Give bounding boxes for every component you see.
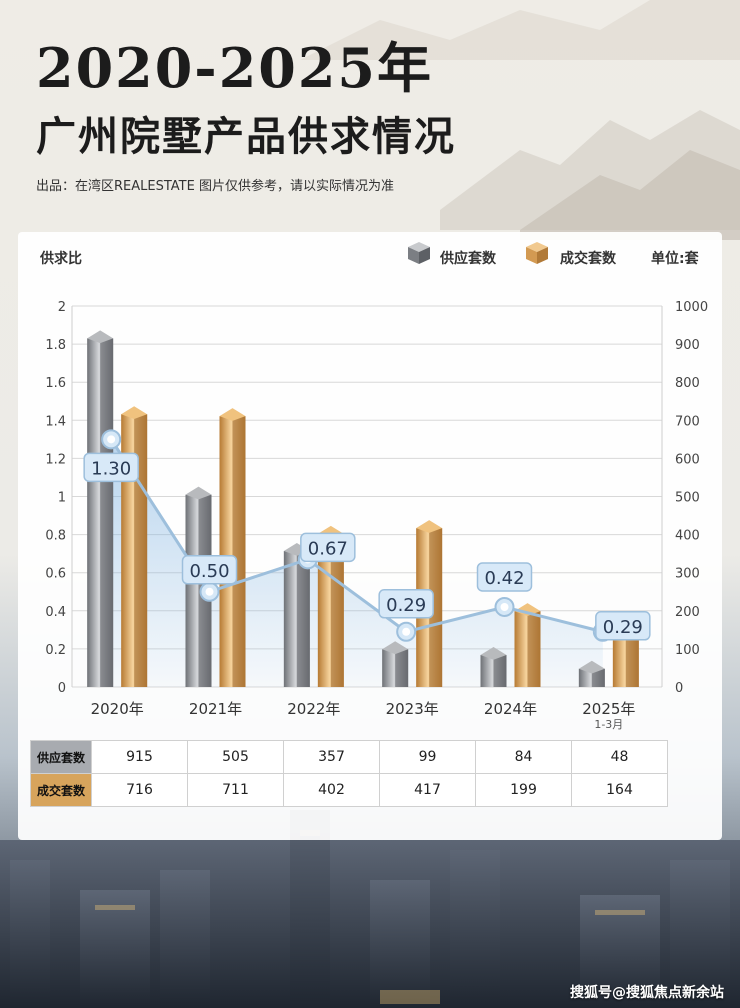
page-title: 2020-2025年 — [36, 36, 433, 100]
table-cell: 417 — [379, 773, 476, 807]
supply-bar-top — [480, 646, 507, 660]
deal-bar — [219, 408, 246, 687]
table-row-header: 成交套数 — [30, 773, 92, 807]
table-cell: 402 — [283, 773, 380, 807]
supply-bar-side — [493, 654, 507, 687]
deal-bar-side — [330, 533, 344, 687]
left-tick-label: 0.2 — [45, 643, 66, 658]
right-tick-label: 200 — [675, 605, 700, 620]
right-tick-label: 600 — [675, 452, 700, 467]
supply-bar — [283, 542, 310, 687]
ratio-point-core — [402, 627, 411, 636]
ratio-point-core — [500, 602, 509, 611]
category-label: 2022年 — [287, 700, 340, 718]
ratio-label: 1.30 — [91, 458, 131, 479]
deal-bar-top — [219, 408, 246, 421]
category-label: 2021年 — [189, 700, 242, 718]
ratio-point-core — [205, 587, 214, 596]
ratio-label-box — [300, 532, 356, 563]
left-tick-label: 1.4 — [45, 414, 66, 429]
right-tick-label: 500 — [675, 491, 700, 506]
left-tick-label: 1.8 — [45, 338, 66, 353]
ratio-label-box — [378, 589, 434, 619]
right-tick-label: 800 — [675, 376, 700, 391]
deal-bar-side — [429, 528, 443, 687]
ratio-label-box — [595, 611, 651, 641]
deal-bar — [514, 603, 541, 687]
deal-legend-label: 成交套数 — [560, 251, 616, 267]
deal-bar-side — [527, 611, 541, 687]
table-row-supply: 供应套数 915 505 357 99 84 48 — [30, 740, 668, 774]
left-axis-label: 供求比 — [40, 251, 82, 267]
table-cell: 711 — [187, 773, 284, 807]
source-note: 出品：在湾区REALESTATE 图片仅供参考，请以实际情况为准 — [36, 179, 394, 194]
supply-legend-icon — [408, 242, 430, 264]
deal-legend-icon — [526, 242, 548, 264]
left-tick-label: 1.6 — [45, 376, 66, 391]
table-cell: 357 — [283, 740, 380, 774]
right-tick-label: 900 — [675, 338, 700, 353]
supply-bar-side — [296, 550, 310, 687]
left-tick-label: 1 — [58, 491, 66, 506]
table-cell: 99 — [379, 740, 476, 774]
unit-label: 单位:套 — [651, 251, 699, 267]
supply-bar-top — [185, 486, 212, 500]
category-label: 2020年 — [91, 700, 144, 718]
deal-bar-side — [232, 416, 246, 687]
left-tick-label: 0.6 — [45, 567, 66, 582]
left-tick-label: 0.8 — [45, 529, 66, 544]
category-label: 2025年 — [582, 700, 635, 718]
category-note: 1-3月 — [594, 718, 623, 731]
ratio-label: 0.50 — [189, 561, 229, 582]
deal-bar — [121, 406, 148, 687]
table-row-header: 供应套数 — [30, 740, 92, 774]
left-tick-label: 0.4 — [45, 605, 66, 620]
supply-bar — [382, 641, 409, 687]
ratio-label-box — [476, 562, 533, 592]
supply-demand-chart: 0 100 200 300 400 500 600 700 800 900 1000 0 0.2 0.4 0… — [45, 300, 708, 731]
category-label: 2024年 — [484, 700, 537, 718]
table-cell: 164 — [571, 773, 668, 807]
table-cell: 48 — [571, 740, 668, 774]
ratio-label: 0.29 — [603, 617, 643, 638]
deal-bar-top — [121, 406, 148, 420]
deal-bar-top — [416, 520, 443, 533]
table-cell: 84 — [475, 740, 572, 774]
ratio-label: 0.29 — [386, 595, 426, 616]
table-cell: 716 — [91, 773, 188, 807]
right-tick-label: 1000 — [675, 300, 708, 315]
supply-bar-side — [395, 649, 409, 687]
table-cell: 199 — [475, 773, 572, 807]
table-cell: 505 — [187, 740, 284, 774]
ratio-label: 0.42 — [484, 568, 524, 589]
left-tick-label: 0 — [58, 681, 66, 696]
left-tick-label: 1.2 — [45, 452, 66, 467]
right-tick-label: 400 — [675, 529, 700, 544]
ratio-label-box — [83, 452, 139, 483]
supply-bar-side — [591, 668, 605, 687]
table-row-deal: 成交套数 716 711 402 417 199 164 — [30, 773, 668, 807]
supply-bar-top — [87, 330, 114, 344]
ratio-label-box — [181, 555, 238, 585]
ratio-label: 0.67 — [308, 538, 348, 559]
right-tick-label: 700 — [675, 414, 700, 429]
supply-bar-side — [100, 338, 114, 687]
right-tick-label: 300 — [675, 567, 700, 582]
supply-bar-top — [382, 641, 409, 655]
right-tick-label: 0 — [675, 681, 683, 696]
deal-bar-top — [514, 603, 541, 616]
left-tick-label: 2 — [58, 300, 66, 315]
category-label: 2023年 — [386, 700, 439, 718]
table-cell: 915 — [91, 740, 188, 774]
supply-bar — [578, 660, 605, 687]
supply-legend-label: 供应套数 — [440, 251, 496, 267]
page-subtitle: 广州院墅产品供求情况 — [36, 113, 456, 160]
supply-bar — [87, 330, 114, 687]
watermark: 搜狐号@搜狐焦点新余站 — [570, 985, 724, 1001]
supply-bar — [480, 646, 507, 687]
supply-bar-top — [578, 660, 605, 674]
ratio-point-core — [107, 435, 116, 444]
right-tick-label: 100 — [675, 643, 700, 658]
data-table: 供应套数 915 505 357 99 84 48 成交套数 716 711 4… — [30, 740, 668, 807]
